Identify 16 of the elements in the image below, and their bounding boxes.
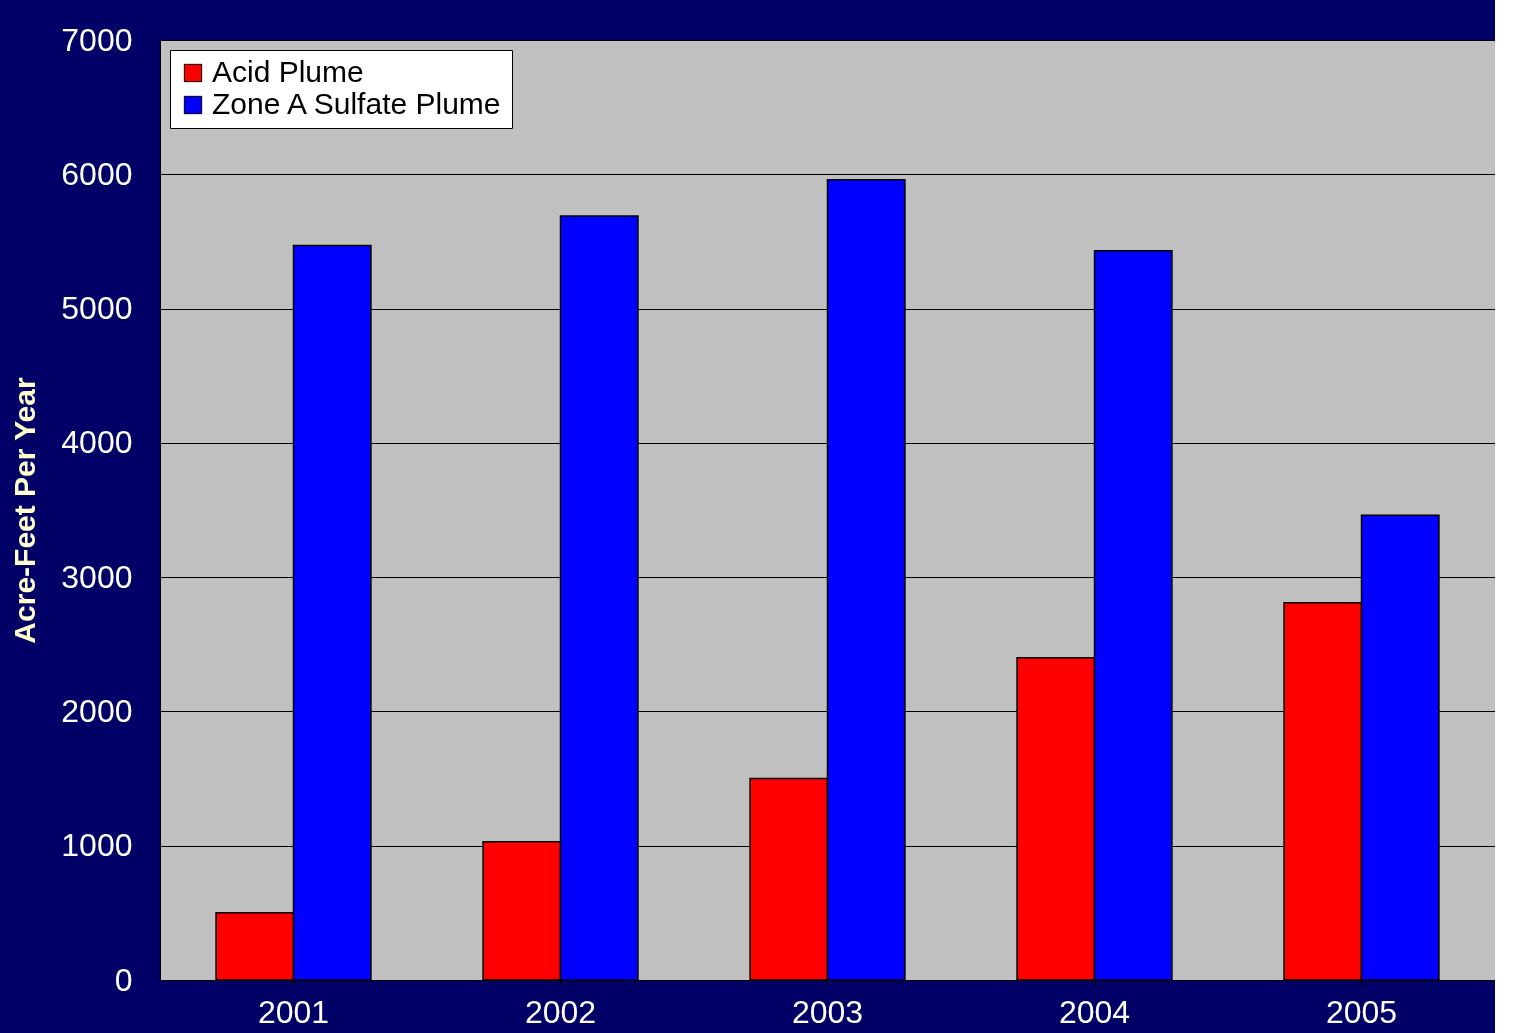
y-tick-label: 3000 [61, 558, 133, 595]
legend-label: Acid Plume [212, 55, 364, 88]
y-tick-label: 5000 [61, 290, 133, 327]
y-axis-title: Acre-Feet Per Year [8, 377, 42, 644]
x-tick-label: 2001 [257, 993, 330, 1030]
x-tick-label: 2003 [791, 993, 864, 1030]
x-tick-label: 2005 [1325, 993, 1398, 1030]
y-tick-label: 0 [114, 961, 133, 998]
y-tick-label: 2000 [61, 692, 133, 729]
y-tick-label: 1000 [61, 827, 133, 864]
x-tick-label: 2004 [1058, 993, 1131, 1030]
legend-label: Zone A Sulfate Plume [212, 87, 501, 120]
x-tick-label: 2002 [524, 993, 597, 1030]
y-tick-label: 7000 [61, 21, 133, 58]
y-tick-label: 4000 [61, 424, 133, 461]
y-tick-label: 6000 [61, 155, 133, 192]
